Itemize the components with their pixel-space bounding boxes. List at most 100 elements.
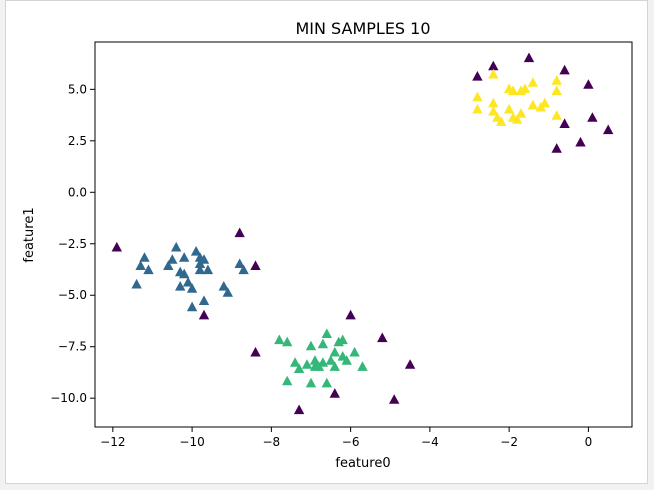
data-point bbox=[309, 355, 321, 365]
data-point bbox=[139, 252, 150, 262]
data-point bbox=[282, 336, 293, 347]
data-point bbox=[282, 375, 293, 386]
data-point bbox=[222, 287, 233, 297]
data-point bbox=[349, 346, 360, 357]
data-point bbox=[603, 124, 614, 135]
data-point bbox=[551, 75, 562, 85]
data-point bbox=[583, 79, 594, 89]
y-tick-label: −2.5 bbox=[58, 237, 87, 251]
data-point bbox=[329, 361, 340, 371]
data-point bbox=[472, 71, 483, 81]
x-tick-label: −2 bbox=[500, 435, 518, 449]
chart-title: MIN SAMPLES 10 bbox=[295, 19, 430, 38]
data-point bbox=[289, 357, 301, 367]
data-point bbox=[293, 363, 305, 373]
data-point bbox=[194, 264, 206, 275]
data-point bbox=[519, 83, 531, 93]
data-point bbox=[179, 268, 190, 279]
data-point bbox=[234, 227, 245, 238]
data-point bbox=[488, 97, 499, 108]
data-point bbox=[198, 295, 210, 305]
data-point bbox=[587, 112, 598, 122]
data-point bbox=[559, 64, 570, 75]
data-point bbox=[250, 346, 261, 357]
y-axis-label: feature1 bbox=[22, 207, 37, 262]
x-tick-label: −4 bbox=[421, 435, 439, 449]
y-axis: −10.0 −7.5 −5.0 −2.5 0.0 2.5 5.0 bbox=[50, 82, 95, 405]
data-point bbox=[186, 283, 198, 293]
x-tick-label: −10 bbox=[179, 435, 204, 449]
y-tick-label: −7.5 bbox=[58, 340, 87, 354]
data-point bbox=[329, 388, 340, 398]
data-point bbox=[472, 103, 483, 114]
data-point bbox=[250, 260, 261, 270]
data-point bbox=[321, 328, 332, 338]
data-point bbox=[404, 359, 416, 369]
data-point bbox=[167, 254, 178, 264]
data-point bbox=[238, 264, 249, 275]
data-point bbox=[539, 97, 550, 108]
data-point bbox=[186, 301, 198, 312]
data-point bbox=[305, 340, 317, 351]
data-point bbox=[198, 254, 210, 264]
data-point bbox=[551, 110, 562, 120]
y-tick-label: 5.0 bbox=[68, 82, 87, 96]
data-point bbox=[131, 278, 142, 289]
scatter-chart: MIN SAMPLES 10 −12 −10 −8 −6 −4 −2 0 −10.0 −7.5… bbox=[22, 19, 633, 471]
data-point bbox=[527, 77, 539, 87]
data-point bbox=[507, 85, 519, 95]
data-point bbox=[309, 361, 321, 371]
data-point bbox=[377, 332, 388, 343]
y-tick-label: −10.0 bbox=[50, 391, 87, 405]
data-point bbox=[179, 252, 190, 262]
data-point bbox=[111, 241, 122, 252]
data-point bbox=[143, 264, 154, 275]
x-tick-label: 0 bbox=[585, 435, 593, 449]
y-tick-label: 2.5 bbox=[68, 134, 87, 148]
data-point bbox=[503, 103, 515, 114]
data-point bbox=[551, 85, 562, 95]
data-point bbox=[329, 346, 340, 357]
data-point bbox=[135, 260, 146, 270]
x-tick-label: −6 bbox=[342, 435, 360, 449]
data-point bbox=[488, 106, 499, 116]
data-point bbox=[515, 108, 527, 118]
x-tick-label: −8 bbox=[263, 435, 281, 449]
data-point bbox=[274, 334, 285, 345]
data-point bbox=[321, 377, 332, 388]
data-point bbox=[523, 52, 535, 63]
data-points bbox=[111, 52, 614, 415]
data-point bbox=[163, 260, 174, 270]
data-point bbox=[175, 281, 186, 291]
data-point bbox=[551, 143, 562, 153]
data-point bbox=[317, 357, 329, 367]
figure-window: MIN SAMPLES 10 −12 −10 −8 −6 −4 −2 0 −10.0 −7.5… bbox=[5, 0, 648, 484]
data-point bbox=[345, 309, 356, 320]
y-tick-label: −5.0 bbox=[58, 288, 87, 302]
data-point bbox=[488, 68, 499, 79]
data-point bbox=[357, 361, 368, 371]
data-point bbox=[496, 116, 507, 126]
data-point bbox=[317, 338, 329, 349]
data-point bbox=[171, 241, 182, 252]
data-point bbox=[511, 114, 523, 124]
data-point bbox=[389, 394, 400, 404]
data-point bbox=[293, 404, 305, 415]
data-point bbox=[190, 246, 202, 256]
data-point bbox=[301, 359, 313, 369]
y-tick-label: 0.0 bbox=[68, 185, 87, 199]
data-point bbox=[575, 136, 586, 147]
x-tick-label: −12 bbox=[100, 435, 125, 449]
data-point bbox=[202, 264, 214, 275]
data-point bbox=[559, 118, 570, 128]
data-point bbox=[472, 91, 483, 102]
data-point bbox=[325, 355, 336, 365]
data-point bbox=[527, 99, 539, 110]
data-point bbox=[218, 281, 229, 291]
data-point bbox=[341, 355, 352, 365]
x-axis-label: feature0 bbox=[335, 456, 390, 471]
data-point bbox=[198, 309, 210, 320]
data-point bbox=[182, 276, 194, 287]
data-point bbox=[488, 60, 499, 71]
data-point bbox=[337, 334, 348, 345]
